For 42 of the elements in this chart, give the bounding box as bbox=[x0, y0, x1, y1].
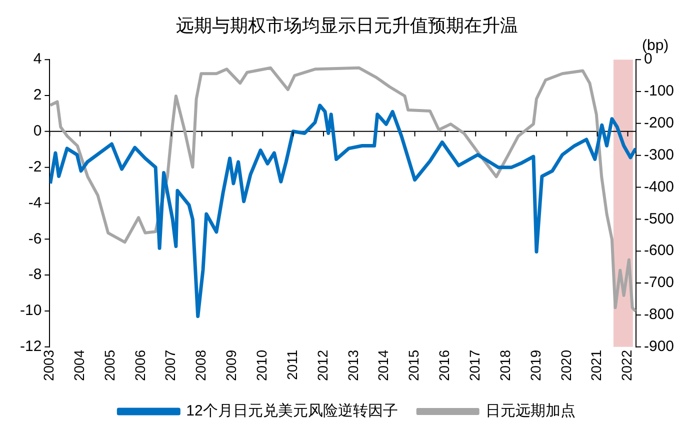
x-tick-label: 2010 bbox=[254, 350, 270, 382]
x-tick-label: 2020 bbox=[558, 350, 574, 382]
x-tick-label: 2008 bbox=[192, 350, 209, 382]
y2-tick-label: -200 bbox=[644, 114, 674, 132]
x-tick-label: 2015 bbox=[406, 350, 422, 382]
legend-label: 日元远期加点 bbox=[485, 402, 576, 420]
y-tick-label: -10 bbox=[20, 302, 42, 320]
x-tick-label: 2004 bbox=[70, 350, 87, 382]
y2-tick-label: -300 bbox=[644, 146, 674, 164]
y2-tick-label: -900 bbox=[644, 338, 674, 355]
chart-title: 远期与期权市场均显示日元升值预期在升温 bbox=[176, 15, 518, 36]
x-tick-label: 2005 bbox=[101, 350, 118, 382]
x-tick-label: 2021 bbox=[588, 350, 604, 382]
x-tick-label: 2013 bbox=[344, 350, 361, 382]
y2-tick-label: -700 bbox=[644, 274, 674, 292]
x-tick-label: 2014 bbox=[375, 350, 392, 382]
y-tick-label: -2 bbox=[28, 158, 42, 176]
y-tick-label: -12 bbox=[20, 338, 42, 355]
legend-label: 12个月日元兑美元风险逆转因子 bbox=[186, 402, 398, 420]
y-tick-label: -8 bbox=[28, 266, 42, 284]
x-tick-label: 2016 bbox=[436, 350, 452, 382]
y-tick-label: 0 bbox=[33, 122, 42, 140]
y2-tick-label: -400 bbox=[644, 178, 674, 196]
y2-tick-label: -600 bbox=[644, 242, 674, 260]
x-tick-label: 2017 bbox=[466, 350, 482, 382]
x-tick-label: 2003 bbox=[40, 350, 57, 382]
y2-tick-label: -100 bbox=[644, 82, 674, 100]
y-tick-label: 4 bbox=[33, 50, 42, 68]
x-tick-label: 2019 bbox=[527, 350, 544, 382]
y2-axis-title: (bp) bbox=[642, 37, 669, 54]
x-tick-label: 2022 bbox=[618, 350, 635, 382]
x-tick-label: 2012 bbox=[314, 350, 330, 382]
y2-tick-label: -800 bbox=[644, 306, 674, 324]
y-tick-label: -4 bbox=[28, 194, 42, 212]
x-tick-label: 2018 bbox=[496, 350, 513, 382]
x-tick-label: 2007 bbox=[162, 350, 178, 382]
x-tick-label: 2009 bbox=[223, 350, 240, 382]
y-tick-label: 2 bbox=[33, 86, 42, 104]
y-tick-label: -6 bbox=[28, 230, 42, 248]
x-tick-label: 2011 bbox=[284, 350, 300, 380]
y2-tick-label: -500 bbox=[644, 210, 674, 228]
x-tick-label: 2006 bbox=[132, 350, 148, 382]
